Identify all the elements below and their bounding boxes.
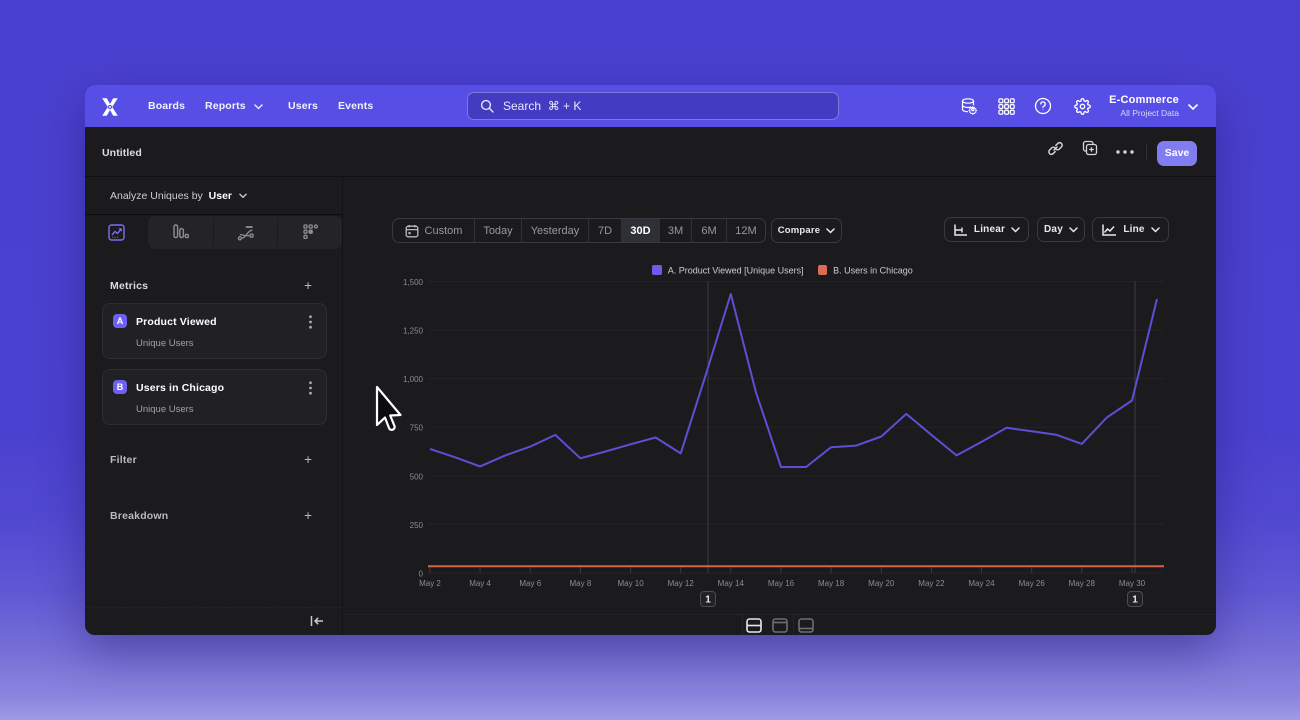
svg-text:1: 1 [1132, 595, 1138, 606]
svg-text:May 14: May 14 [718, 579, 745, 588]
svg-text:May 22: May 22 [918, 579, 945, 588]
svg-text:500: 500 [410, 472, 424, 481]
svg-text:1: 1 [705, 595, 711, 606]
svg-text:250: 250 [410, 521, 424, 530]
svg-text:May 12: May 12 [668, 579, 695, 588]
svg-text:750: 750 [410, 424, 424, 433]
svg-text:1,500: 1,500 [403, 278, 424, 287]
svg-text:May 28: May 28 [1069, 579, 1096, 588]
svg-text:May 24: May 24 [968, 579, 995, 588]
svg-text:May 18: May 18 [818, 579, 845, 588]
svg-text:1,250: 1,250 [403, 327, 424, 336]
svg-text:May 2: May 2 [419, 579, 441, 588]
svg-text:0: 0 [419, 570, 424, 579]
svg-text:May 20: May 20 [868, 579, 895, 588]
svg-text:1,000: 1,000 [403, 375, 424, 384]
svg-text:May 4: May 4 [469, 579, 491, 588]
svg-text:May 16: May 16 [768, 579, 795, 588]
svg-text:May 26: May 26 [1019, 579, 1046, 588]
svg-text:May 10: May 10 [617, 579, 644, 588]
svg-text:May 6: May 6 [519, 579, 541, 588]
svg-text:May 8: May 8 [570, 579, 592, 588]
svg-text:May 30: May 30 [1119, 579, 1146, 588]
